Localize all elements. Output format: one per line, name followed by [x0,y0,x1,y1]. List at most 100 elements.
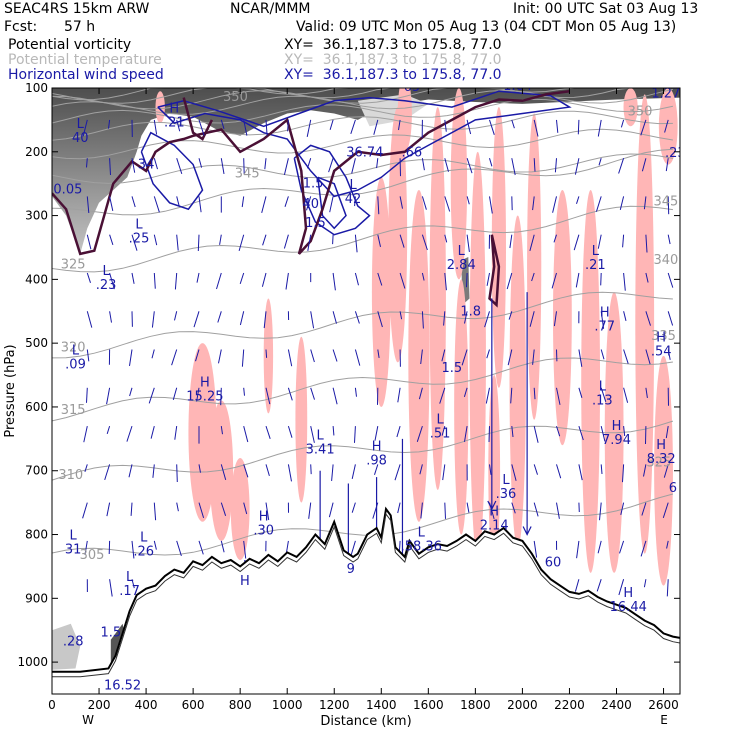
wind-vector-118 [287,387,293,401]
wind-vector-206 [466,272,468,288]
y-tick-label-9: 1000 [17,655,48,669]
wind-vector-3 [86,234,92,250]
wind-vector-137 [332,234,334,245]
theta-label-10: 325 [646,455,671,470]
extrema-value-34: H [240,574,250,589]
extrema-value-21: .77 [594,319,615,334]
wind-vector-299 [641,158,647,172]
x-end-label-west: W [82,713,94,727]
extrema-value-25: 8.32 [647,452,676,467]
wind-vector-207 [464,311,468,324]
wind-vector-74 [198,540,204,555]
wind-vector-260 [574,158,580,175]
pv-contour-0 [52,89,570,256]
extrema-value-23: .13 [592,393,613,408]
theta-label-9: 335 [651,329,676,344]
wind-vector-255 [556,425,561,437]
wind-vector-296 [619,540,625,554]
y-tick-label-6: 700 [25,464,48,478]
theta-label-7: 345 [653,194,678,209]
extrema-value-11: 1.5 [303,177,324,192]
init-time: Init: 00 UTC Sat 03 Aug 13 [513,1,699,17]
cloud-blob-6 [429,107,446,490]
wind-vector-10 [82,502,88,519]
wind-vector-282 [599,502,602,521]
wind-vector-8 [83,425,88,443]
extrema-kind-38: L [502,473,510,488]
model-title: SEAC4RS 15km ARW [4,1,150,17]
wind-vector-218 [484,311,490,328]
cloud-blob-3 [371,177,391,407]
wind-vector-215 [489,196,493,214]
wind-vector-195 [444,272,447,291]
wind-vector-111 [287,119,289,132]
wind-vector-199 [441,425,446,436]
wind-vector-276 [600,272,602,286]
wind-vector-320 [663,464,669,478]
wind-vector-54 [176,234,179,251]
extrema-kind-0: L [77,117,85,132]
wind-vector-101 [261,196,267,214]
x-tick-label-1: 200 [88,698,111,712]
wind-vector-104 [263,311,267,329]
wind-vector-62 [176,540,182,557]
wind-vector-22 [104,464,111,481]
wind-vector-36 [130,502,133,516]
cloud-blob-4 [388,107,408,363]
cloud-blob-13 [581,190,601,573]
theta-label-5: 350 [223,90,248,105]
wind-vector-50 [153,540,157,550]
terrain-profile [52,506,680,673]
wind-vector-79 [216,272,222,290]
pv-contour-1 [488,234,501,308]
wind-vector-191 [444,119,447,132]
cloud-shading-layer [155,88,678,586]
wind-vector-321 [662,502,669,519]
wind-vector-213 [489,119,495,135]
cloud-blob-7 [450,88,468,280]
wind-vector-196 [443,311,446,326]
terrain-profile-2 [52,512,680,678]
wind-vector-76 [220,158,225,174]
wind-vector-323 [666,579,669,597]
extrema-value-31: .28 [63,635,84,650]
cloud-blob-8 [469,151,486,561]
wind-vector-161 [377,272,383,286]
extrema-kind-14: L [349,178,357,193]
wind-vector-186 [420,349,423,365]
extrema-value-13: 1.5 [305,216,326,231]
wind-vector-89 [241,196,245,208]
fcst-value: 57 h [64,19,96,35]
extrema-kind-40: H [623,586,633,601]
terrain-layer [52,506,680,694]
wind-vector-250 [553,234,557,243]
wind-vector-59 [174,426,178,440]
wind-vector-151 [354,349,361,366]
wind-vector-158 [376,158,379,169]
wind-vector-68 [193,311,200,328]
wind-vector-120 [287,464,292,482]
wind-vector-58 [172,387,178,401]
wind-vector-102 [262,234,267,246]
wind-vector-240 [529,311,535,327]
extrema-kind-24: H [612,419,622,434]
extrema-value-26: 6 [669,481,677,496]
wind-vector-295 [620,502,625,516]
wind-vector-149 [354,272,359,286]
wind-vector-205 [466,234,470,252]
wind-vector-293 [623,426,626,437]
wind-vector-192 [444,158,449,172]
wind-vector-271 [574,579,580,592]
pv-contour-layer [52,89,570,308]
wind-vector-200 [442,464,446,481]
wind-vector-222 [489,464,492,475]
y-tick-label-0: 100 [25,81,48,95]
pv-shading-lowleft [52,623,81,670]
wind-vector-233 [511,464,517,481]
theta-label-8: 340 [653,253,678,268]
wind-vector-173 [399,311,403,320]
extrema-value-36: .58.36 [401,539,442,554]
wind-vector-154 [351,464,356,480]
wind-vector-237 [532,196,535,211]
wind-vector-280 [600,425,606,442]
